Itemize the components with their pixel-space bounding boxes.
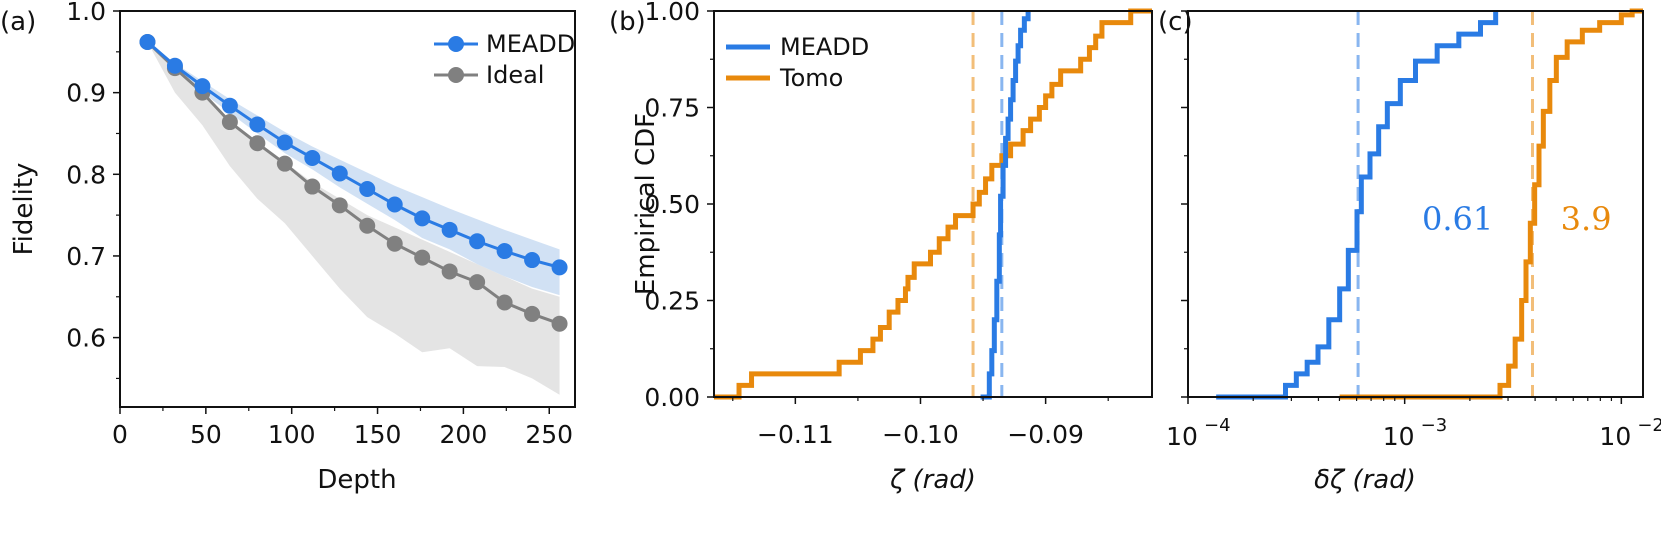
band-ideal bbox=[147, 42, 560, 395]
panel-c-xlabel: δζ (rad) bbox=[1314, 465, 1416, 495]
y-tick-label: 0.00 bbox=[644, 383, 700, 412]
cdf-step-tomo bbox=[1339, 8, 1643, 400]
data-point-meadd bbox=[194, 78, 211, 95]
panel-a-label: (a) bbox=[0, 7, 36, 37]
x-tick-label: 50 bbox=[190, 420, 222, 449]
y-tick-label: 0.6 bbox=[66, 324, 106, 353]
x-tick-label: 0 bbox=[112, 420, 128, 449]
x-tick-label: 10 bbox=[1383, 422, 1415, 451]
y-tick-label: 0.7 bbox=[66, 242, 106, 271]
panel-a-legend: MEADD Ideal bbox=[434, 30, 575, 89]
data-point-meadd bbox=[276, 134, 293, 151]
data-point-meadd bbox=[166, 57, 183, 74]
x-tick-label: −0.09 bbox=[1007, 420, 1084, 449]
x-tick-exponent: −3 bbox=[1421, 415, 1448, 436]
x-tick-label: 10 bbox=[1166, 422, 1198, 451]
data-point-meadd bbox=[386, 196, 403, 213]
y-tick-label: 0.75 bbox=[644, 94, 700, 123]
data-point-ideal bbox=[304, 178, 321, 195]
data-point-meadd bbox=[496, 243, 513, 260]
panel-b: −0.11 −0.10 −0.090.000.250.500.751.00 (b) … bbox=[609, 0, 1153, 495]
legend-b-tomo-label: Tomo bbox=[779, 64, 843, 92]
data-point-meadd bbox=[551, 259, 568, 276]
data-point-meadd bbox=[304, 149, 321, 166]
panel-b-ylabel: Empirical CDF bbox=[631, 113, 661, 295]
y-tick-label: 1.0 bbox=[66, 0, 106, 26]
panel-a-ticks: 0 50 100 150 200 250 0.6 0.7 0.8 0.9 1.0 bbox=[66, 0, 573, 449]
data-point-meadd bbox=[524, 252, 541, 269]
x-tick-label: −0.10 bbox=[882, 420, 959, 449]
data-point-ideal bbox=[414, 249, 431, 266]
y-tick-label: 0.9 bbox=[66, 79, 106, 108]
series-line-meadd bbox=[146, 40, 560, 269]
data-point-ideal bbox=[469, 274, 486, 291]
panel-a-xlabel: Depth bbox=[317, 465, 396, 495]
data-point-ideal bbox=[359, 217, 376, 234]
cdf-step-meadd bbox=[980, 11, 1031, 400]
panel-a-frame bbox=[119, 10, 576, 408]
x-tick-exponent: −4 bbox=[1204, 415, 1231, 436]
data-point-meadd bbox=[331, 165, 348, 182]
data-point-ideal bbox=[249, 135, 266, 152]
annotation-tomo-value: 3.9 bbox=[1561, 200, 1612, 238]
panel-c-label: (c) bbox=[1158, 7, 1193, 37]
data-point-ideal bbox=[221, 114, 238, 131]
panel-a-plot-area bbox=[139, 34, 568, 395]
x-tick-label: −0.11 bbox=[757, 420, 834, 449]
x-tick-label: 10 bbox=[1599, 422, 1631, 451]
y-tick-label: 1.00 bbox=[644, 0, 700, 26]
data-point-meadd bbox=[441, 221, 458, 238]
y-tick-label: 0.50 bbox=[644, 190, 700, 219]
series-line-ideal bbox=[146, 40, 561, 326]
data-point-meadd bbox=[249, 116, 266, 133]
annotation-meadd-value: 0.61 bbox=[1422, 200, 1493, 238]
panel-c-ticks: 10 −4 10 −3 10 −2 bbox=[1166, 10, 1661, 451]
data-point-meadd bbox=[221, 97, 238, 114]
data-point-ideal bbox=[524, 305, 541, 322]
x-tick-exponent: −2 bbox=[1637, 415, 1661, 436]
cdf-step-tomo bbox=[714, 8, 1152, 400]
x-tick-label: 200 bbox=[440, 420, 488, 449]
y-tick-label: 0.8 bbox=[66, 160, 106, 189]
legend-ideal-marker bbox=[448, 67, 464, 83]
cdf-step-meadd bbox=[1216, 11, 1499, 400]
y-tick-label: 0.25 bbox=[644, 287, 700, 316]
panel-c: 10 −4 10 −3 10 −2 (c) δζ (rad) 0.61 3.9 bbox=[1158, 7, 1661, 495]
x-tick-label: 150 bbox=[354, 420, 402, 449]
panel-b-xlabel: ζ (rad) bbox=[889, 465, 976, 495]
data-point-ideal bbox=[496, 294, 513, 311]
legend-ideal-label: Ideal bbox=[486, 61, 544, 89]
x-tick-label: 100 bbox=[268, 420, 316, 449]
legend-b-meadd-label: MEADD bbox=[780, 33, 869, 61]
data-point-meadd bbox=[139, 34, 156, 51]
panel-a: 0 50 100 150 200 250 0.6 0.7 0.8 0.9 1.0 (a) Depth… bbox=[0, 0, 576, 495]
panel-a-ylabel: Fidelity bbox=[9, 163, 39, 256]
data-point-meadd bbox=[469, 233, 486, 250]
data-point-meadd bbox=[414, 210, 431, 227]
panel-b-ticks: −0.11 −0.10 −0.09 0.00 0.25 0.50 0.75 1.00 bbox=[644, 0, 1109, 449]
panel-b-legend: MEADD Tomo bbox=[726, 33, 869, 92]
panel-c-plot-area bbox=[1216, 8, 1643, 400]
data-point-meadd bbox=[359, 180, 376, 197]
data-point-ideal bbox=[551, 315, 568, 332]
data-point-ideal bbox=[331, 197, 348, 214]
data-point-ideal bbox=[276, 155, 293, 172]
panel-b-label: (b) bbox=[609, 7, 646, 37]
panel-b-plot-area bbox=[714, 8, 1152, 400]
x-tick-label: 250 bbox=[525, 420, 573, 449]
legend-meadd-label: MEADD bbox=[486, 30, 575, 58]
data-point-ideal bbox=[441, 263, 458, 280]
data-point-ideal bbox=[386, 235, 403, 252]
legend-meadd-marker bbox=[448, 36, 464, 52]
